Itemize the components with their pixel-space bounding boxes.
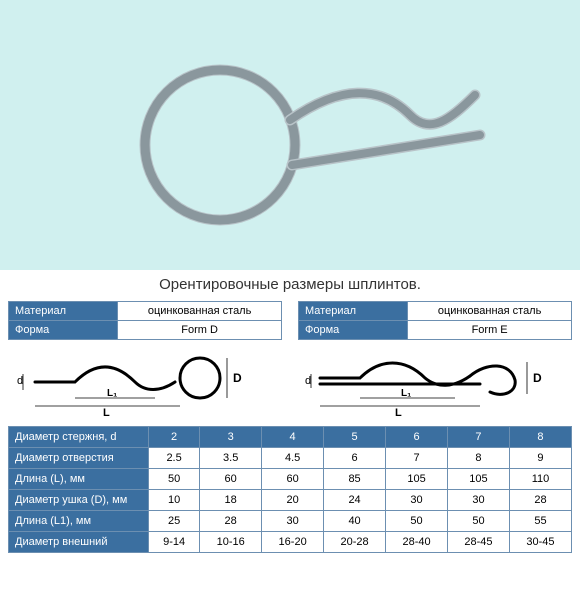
table-col-header: 3 [200, 427, 262, 448]
table-col-header: 5 [324, 427, 386, 448]
material-value: оцинкованная сталь [118, 302, 282, 321]
product-photo [0, 0, 580, 270]
table-cell: 3.5 [200, 448, 262, 469]
table-cell: 105 [386, 469, 448, 490]
table-col-header: 2 [149, 427, 200, 448]
table-cell: 30 [386, 490, 448, 511]
material-label: Материал [299, 302, 408, 321]
table-cell: 10 [149, 490, 200, 511]
material-value: оцинкованная сталь [408, 302, 572, 321]
label-L: L [103, 407, 110, 419]
table-cell: 2.5 [149, 448, 200, 469]
form-label: Форма [299, 321, 408, 340]
table-cell: 7 [386, 448, 448, 469]
table-cell: 10-16 [200, 532, 262, 553]
table-col-header: 6 [386, 427, 448, 448]
table-row-label: Диаметр ушка (D), мм [9, 490, 149, 511]
diagram-form-d: d D L L₁ [8, 344, 282, 420]
table-row: Диаметр отверстия2.53.54.56789 [9, 448, 572, 469]
diagram-form-e: d D L L₁ [298, 344, 572, 420]
table-cell: 50 [386, 511, 448, 532]
table-cell: 30 [262, 511, 324, 532]
label-L1: L₁ [107, 388, 117, 399]
table-cell: 9 [509, 448, 571, 469]
table-cell: 6 [324, 448, 386, 469]
table-cell: 28-45 [448, 532, 510, 553]
table-cell: 28-40 [386, 532, 448, 553]
table-row: Диаметр внешний9-1410-1616-2020-2828-402… [9, 532, 572, 553]
table-cell: 28 [509, 490, 571, 511]
table-corner-header: Диаметр стержня, d [9, 427, 149, 448]
form-e-table: Материал оцинкованная сталь Форма Form E [298, 301, 572, 340]
table-row: Длина (L), мм50606085105105110 [9, 469, 572, 490]
table-cell: 25 [149, 511, 200, 532]
table-row-label: Длина (L), мм [9, 469, 149, 490]
caption-text: Орентировочные размеры шплинтов. [0, 270, 580, 301]
table-cell: 105 [448, 469, 510, 490]
label-d: d [17, 375, 23, 387]
table-cell: 20 [262, 490, 324, 511]
table-cell: 50 [149, 469, 200, 490]
table-cell: 4.5 [262, 448, 324, 469]
col-form-e: Материал оцинкованная сталь Форма Form E [298, 301, 572, 420]
table-row-label: Длина (L1), мм [9, 511, 149, 532]
form-d-table: Материал оцинкованная сталь Форма Form D [8, 301, 282, 340]
table-cell: 24 [324, 490, 386, 511]
table-cell: 30 [448, 490, 510, 511]
table-col-header: 7 [448, 427, 510, 448]
table-cell: 50 [448, 511, 510, 532]
table-row-label: Диаметр отверстия [9, 448, 149, 469]
material-label: Материал [9, 302, 118, 321]
form-diagram-row: Материал оцинкованная сталь Форма Form D [0, 301, 580, 420]
table-cell: 110 [509, 469, 571, 490]
dimensions-table: Диаметр стержня, d2345678 Диаметр отверс… [8, 426, 572, 553]
col-form-d: Материал оцинкованная сталь Форма Form D [8, 301, 282, 420]
label-d: d [305, 375, 311, 387]
form-value: Form E [408, 321, 572, 340]
table-cell: 40 [324, 511, 386, 532]
table-cell: 16-20 [262, 532, 324, 553]
label-D: D [233, 371, 242, 385]
table-cell: 30-45 [509, 532, 571, 553]
table-cell: 8 [448, 448, 510, 469]
cotter-pin-illustration [80, 25, 500, 245]
table-col-header: 4 [262, 427, 324, 448]
table-cell: 9-14 [149, 532, 200, 553]
form-value: Form D [118, 321, 282, 340]
label-L1: L₁ [401, 388, 411, 399]
table-cell: 20-28 [324, 532, 386, 553]
table-cell: 28 [200, 511, 262, 532]
table-cell: 85 [324, 469, 386, 490]
form-label: Форма [9, 321, 118, 340]
table-cell: 18 [200, 490, 262, 511]
table-row: Длина (L1), мм25283040505055 [9, 511, 572, 532]
table-cell: 60 [200, 469, 262, 490]
table-col-header: 8 [509, 427, 571, 448]
table-cell: 60 [262, 469, 324, 490]
label-D: D [533, 371, 542, 385]
table-row: Диаметр ушка (D), мм10182024303028 [9, 490, 572, 511]
table-row-label: Диаметр внешний [9, 532, 149, 553]
table-cell: 55 [509, 511, 571, 532]
label-L: L [395, 407, 402, 419]
